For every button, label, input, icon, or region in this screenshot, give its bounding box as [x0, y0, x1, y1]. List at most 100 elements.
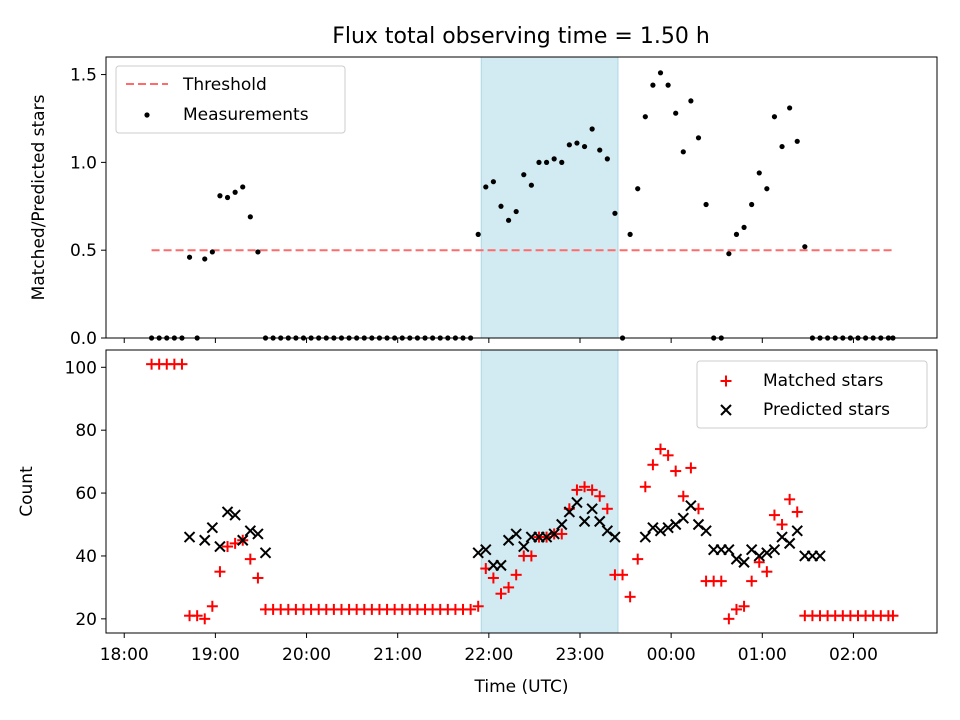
measurement-point — [521, 172, 527, 178]
predicted-point — [730, 553, 743, 565]
predicted-point-b — [183, 531, 196, 543]
predicted-point — [563, 506, 576, 518]
legend-predicted-swatch-b — [720, 404, 732, 416]
bottom-ytick-label: 20 — [75, 610, 97, 630]
bottom-ylabel: Count — [17, 466, 37, 517]
measurement-point — [536, 159, 542, 165]
matched-point — [487, 572, 499, 584]
measurement-point — [703, 201, 709, 208]
predicted-point — [639, 531, 652, 543]
measurement-point — [733, 231, 740, 237]
predicted-point — [654, 525, 667, 537]
matched-point — [472, 600, 484, 612]
xtick-label: 01:00 — [738, 645, 787, 665]
measurement-point — [764, 186, 770, 192]
measurement-point — [642, 114, 648, 120]
measurement-point — [559, 159, 565, 165]
measurement-point — [627, 231, 633, 237]
matched-point — [655, 443, 667, 455]
matched-point — [503, 581, 515, 593]
measurement-point — [217, 193, 223, 199]
predicted-point-b — [814, 550, 826, 562]
predicted-point-b — [776, 531, 788, 543]
matched-point — [715, 575, 727, 587]
predicted-point-b — [723, 543, 735, 556]
predicted-point — [791, 525, 803, 537]
matched-point — [639, 481, 651, 493]
predicted-point — [199, 534, 211, 546]
matched-point — [510, 569, 522, 581]
predicted-point-b — [753, 550, 765, 562]
predicted-point — [556, 518, 568, 531]
predicted-point-b — [594, 515, 606, 528]
matched-point — [617, 569, 629, 581]
measurement-point — [680, 149, 686, 155]
measurement-point — [794, 138, 800, 144]
predicted-point — [647, 521, 659, 534]
matched-point — [191, 610, 203, 622]
measurement-point — [612, 210, 618, 216]
measurement-point — [543, 159, 550, 165]
predicted-point-b — [480, 543, 492, 556]
predicted-point — [495, 559, 507, 572]
predicted-point-b — [692, 518, 705, 531]
measurement-point — [802, 244, 808, 250]
predicted-point — [252, 528, 264, 540]
predicted-point-b — [221, 506, 234, 518]
matched-point — [887, 610, 899, 622]
predicted-point — [229, 509, 241, 521]
top-ytick-label: 0.0 — [70, 329, 97, 349]
measurement-point — [551, 156, 557, 162]
predicted-point-b — [244, 525, 257, 537]
xtick-label: 02:00 — [829, 645, 878, 665]
matched-point — [586, 484, 598, 496]
predicted-point-b — [761, 547, 773, 559]
predicted-point-b — [229, 509, 241, 521]
predicted-point-b — [783, 537, 796, 550]
measurement-point — [498, 203, 504, 209]
xtick-label: 19:00 — [191, 645, 240, 665]
measurement-point — [528, 182, 534, 188]
predicted-point-b — [237, 534, 249, 546]
predicted-point-b — [259, 547, 272, 559]
matched-point — [571, 484, 583, 496]
measurement-point — [209, 249, 215, 255]
predicted-point-b — [518, 540, 530, 553]
measurement-point — [741, 224, 747, 230]
xtick-label: 21:00 — [373, 645, 422, 665]
bottom-legend: Matched stars Predicted stars — [696, 360, 928, 429]
matched-point — [730, 603, 742, 615]
predicted-point-b — [738, 556, 750, 568]
predicted-point — [472, 547, 484, 559]
top-ytick-label: 1.0 — [70, 153, 97, 173]
predicted-point-b — [563, 506, 576, 518]
top-panel: 0.0 0.5 1.0 1.5 Matched/Predicted stars Thres… — [29, 56, 938, 349]
bottom-ytick-label: 40 — [75, 547, 97, 567]
matched-point — [746, 575, 758, 587]
predicted-point — [206, 521, 219, 534]
xtick-label: 23:00 — [555, 645, 604, 665]
top-highlight-span — [480, 56, 619, 339]
legend-predicted-label: Predicted stars — [763, 400, 890, 420]
predicted-point — [609, 531, 621, 543]
measurement-point — [224, 194, 231, 201]
top-ytick-label: 1.5 — [70, 66, 97, 86]
matched-point — [776, 519, 788, 531]
matched-point — [525, 550, 537, 562]
predicted-point-b — [540, 531, 553, 543]
matched-point — [244, 553, 256, 565]
predicted-point — [753, 550, 765, 562]
measurement-point — [749, 201, 755, 208]
predicted-point-b — [556, 518, 568, 531]
predicted-point-b — [495, 559, 507, 572]
legend-threshold-label: Threshold — [182, 75, 267, 95]
matched-point — [176, 358, 188, 370]
matched-point — [677, 490, 689, 502]
measurement-point — [673, 110, 679, 116]
matched-point — [579, 481, 591, 493]
predicted-point — [571, 496, 583, 509]
predicted-point-b — [586, 503, 598, 515]
measurement-point — [695, 135, 702, 141]
predicted-point-b — [609, 531, 621, 543]
bottom-ytick-label: 80 — [75, 421, 97, 441]
